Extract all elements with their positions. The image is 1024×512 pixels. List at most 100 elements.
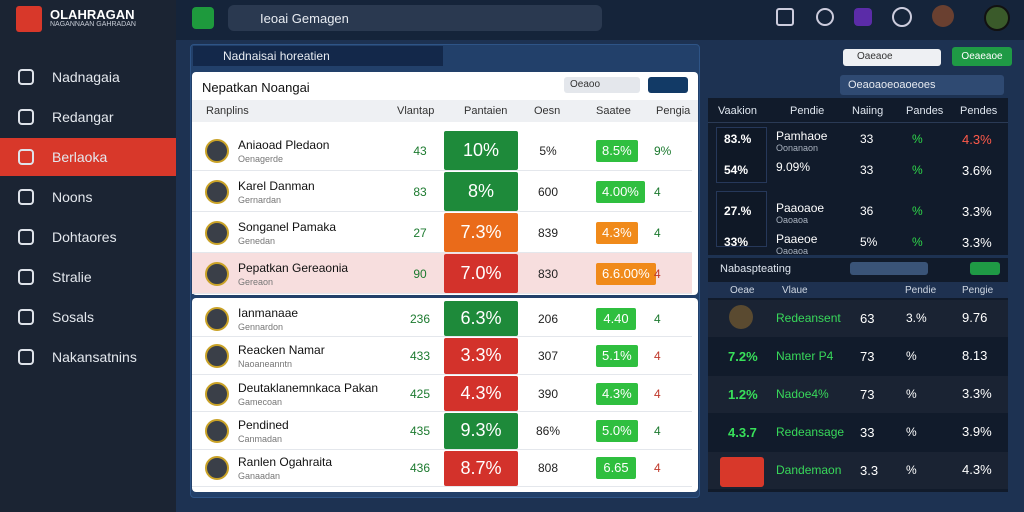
vlantap: 236 (409, 311, 431, 326)
column-header: Naiing (852, 105, 884, 117)
pandes: % (912, 204, 923, 218)
column-header: Pendie (790, 105, 825, 117)
saatee: 4.40 (596, 307, 636, 330)
logo: OLAHRAGAN (50, 7, 135, 22)
icon[interactable] (892, 7, 912, 27)
vlantap: 425 (409, 386, 431, 401)
nav-item[interactable]: Nakansatnins (0, 338, 176, 376)
sub: Oaoaoa (776, 246, 809, 256)
pantaien: 4.3% (444, 375, 518, 412)
nav-item[interactable]: Stralie (0, 258, 176, 296)
column-header: Vaakion (718, 105, 757, 117)
avatar[interactable] (984, 5, 1010, 31)
dropdown-text: Oaeaoe (857, 51, 893, 62)
search-box[interactable]: Ieoai Gemagen (228, 5, 602, 31)
player-name: Aniaoad Pledaon (238, 137, 330, 152)
dropdown[interactable]: Oaeaoe (843, 49, 941, 66)
pengie: 9.76 (962, 310, 988, 325)
pantaien: 7.0% (444, 254, 518, 293)
column-header: Oesn (534, 105, 561, 117)
pengia: 4 (654, 225, 661, 240)
name: Namter P4 (776, 349, 834, 363)
oesn: 86% (535, 423, 561, 438)
name: Redeansent (776, 311, 841, 325)
lead: 7.2% (728, 349, 758, 364)
avatar (205, 179, 229, 204)
vlantap: 27 (413, 225, 427, 240)
nav-icon (18, 349, 34, 365)
avatar (205, 381, 229, 406)
dropdown[interactable]: Oeaoo (564, 77, 640, 93)
player-sub: Gamecoan (238, 396, 283, 407)
icon[interactable] (816, 8, 834, 26)
player-name: Karel Danman (238, 178, 315, 193)
player-sub: Genedan (238, 235, 276, 246)
pandes: % (912, 235, 923, 249)
saatee: 4.3% (596, 221, 638, 244)
player-name: Reacken Namar (238, 343, 325, 358)
button[interactable]: Oeaeaoe (952, 47, 1012, 66)
card-title: Nepatkan Noangai (202, 80, 310, 95)
pendes: 3.3% (962, 235, 992, 250)
column-header: Saatee (596, 105, 631, 117)
filter[interactable] (970, 262, 1000, 275)
pengia: 4 (654, 311, 661, 326)
nav-item[interactable]: Noons (0, 178, 176, 216)
row-divider (192, 336, 692, 338)
oesn: 390 (537, 386, 559, 401)
player-name: Ianmanaae (238, 305, 299, 320)
saatee: 5.1% (596, 345, 638, 368)
avatar[interactable] (932, 5, 954, 27)
nav-icon (18, 269, 34, 285)
pengia: 9% (654, 143, 672, 158)
nav-item[interactable]: Sosals (0, 298, 176, 336)
row-divider (192, 486, 692, 487)
top-bar: Ieoai Gemagen (176, 0, 1024, 40)
logo-icon (16, 6, 42, 32)
vlantap: 436 (409, 461, 431, 476)
nav-label: Stralie (52, 269, 92, 285)
avatar (729, 305, 753, 329)
icon[interactable] (854, 8, 872, 26)
pengia: 4 (654, 423, 661, 438)
stat-box (716, 127, 767, 183)
naiing: 33 (860, 132, 874, 146)
avatar (205, 220, 229, 245)
stat-box (716, 191, 767, 247)
pantaien: 8% (444, 172, 518, 211)
name: Dandemaon (776, 463, 842, 477)
sub: Oonanaon (776, 143, 819, 153)
sidebar: OLAHRAGAN NAGANNAAN GAHRADAN Nadnagaia Re… (0, 0, 176, 512)
nav-label: Berlaoka (52, 149, 108, 165)
pengie: 3.3% (962, 386, 992, 401)
pengie: 8.13 (962, 348, 988, 363)
pengia: 4 (654, 349, 661, 364)
column-header: Pendes (960, 105, 998, 117)
toggle[interactable] (648, 77, 688, 93)
table-header (192, 100, 698, 122)
player-name: Pepatkan Gereaonia (238, 260, 349, 275)
nav-item[interactable]: Redangar (0, 98, 176, 136)
stat: 54% (724, 163, 749, 177)
nav-label: Nakansatnins (52, 349, 137, 365)
row-band (708, 300, 1008, 337)
sub: Oaoaoa (776, 215, 809, 225)
pendie: % (906, 387, 917, 401)
section-header (708, 282, 1008, 298)
oesn: 808 (537, 461, 559, 476)
home-button[interactable] (192, 7, 214, 29)
pengie: 4.3% (962, 462, 992, 477)
column-header: Pantaien (464, 105, 508, 117)
oesn: 839 (537, 225, 559, 240)
nav-item[interactable]: Berlaoka (0, 138, 176, 176)
nav-item[interactable]: Dohtaores (0, 218, 176, 256)
pantaien: 7.3% (444, 213, 518, 252)
nav-item[interactable]: Nadnagaia (0, 58, 176, 96)
nav-icon (18, 109, 34, 125)
name: 9.09% (776, 160, 811, 174)
pendes: 4.3% (962, 132, 992, 147)
pantaien: 8.7% (444, 450, 518, 486)
icon[interactable] (776, 8, 794, 26)
filter[interactable] (850, 262, 928, 275)
